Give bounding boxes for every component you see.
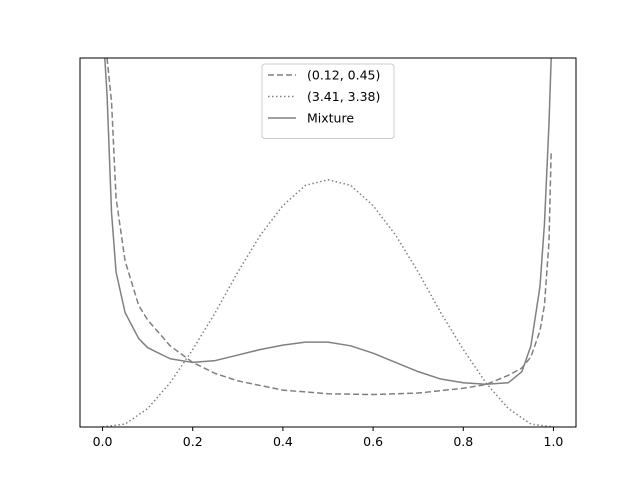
plot-frame xyxy=(79,57,577,428)
x-axis: 0.0 0.2 0.4 0.6 0.8 1.0 xyxy=(93,427,564,449)
legend-label-1: (3.41, 3.38) xyxy=(307,89,380,104)
x-tick-label: 0.0 xyxy=(93,434,113,449)
x-tick-label: 0.4 xyxy=(273,434,293,449)
x-tick-label: 0.2 xyxy=(183,434,203,449)
series-line-0 xyxy=(106,58,552,396)
series-line-1 xyxy=(102,179,554,427)
series-line-2 xyxy=(104,58,552,385)
x-tick-label: 0.8 xyxy=(453,434,473,449)
x-tick-label: 0.6 xyxy=(363,434,383,449)
x-tick-label: 1.0 xyxy=(544,434,564,449)
legend: (0.12, 0.45) (3.41, 3.38) Mixture xyxy=(261,63,395,139)
legend-label-0: (0.12, 0.45) xyxy=(307,68,380,83)
legend-box xyxy=(261,63,395,139)
legend-label-2: Mixture xyxy=(307,111,354,126)
series-layer xyxy=(102,58,554,427)
